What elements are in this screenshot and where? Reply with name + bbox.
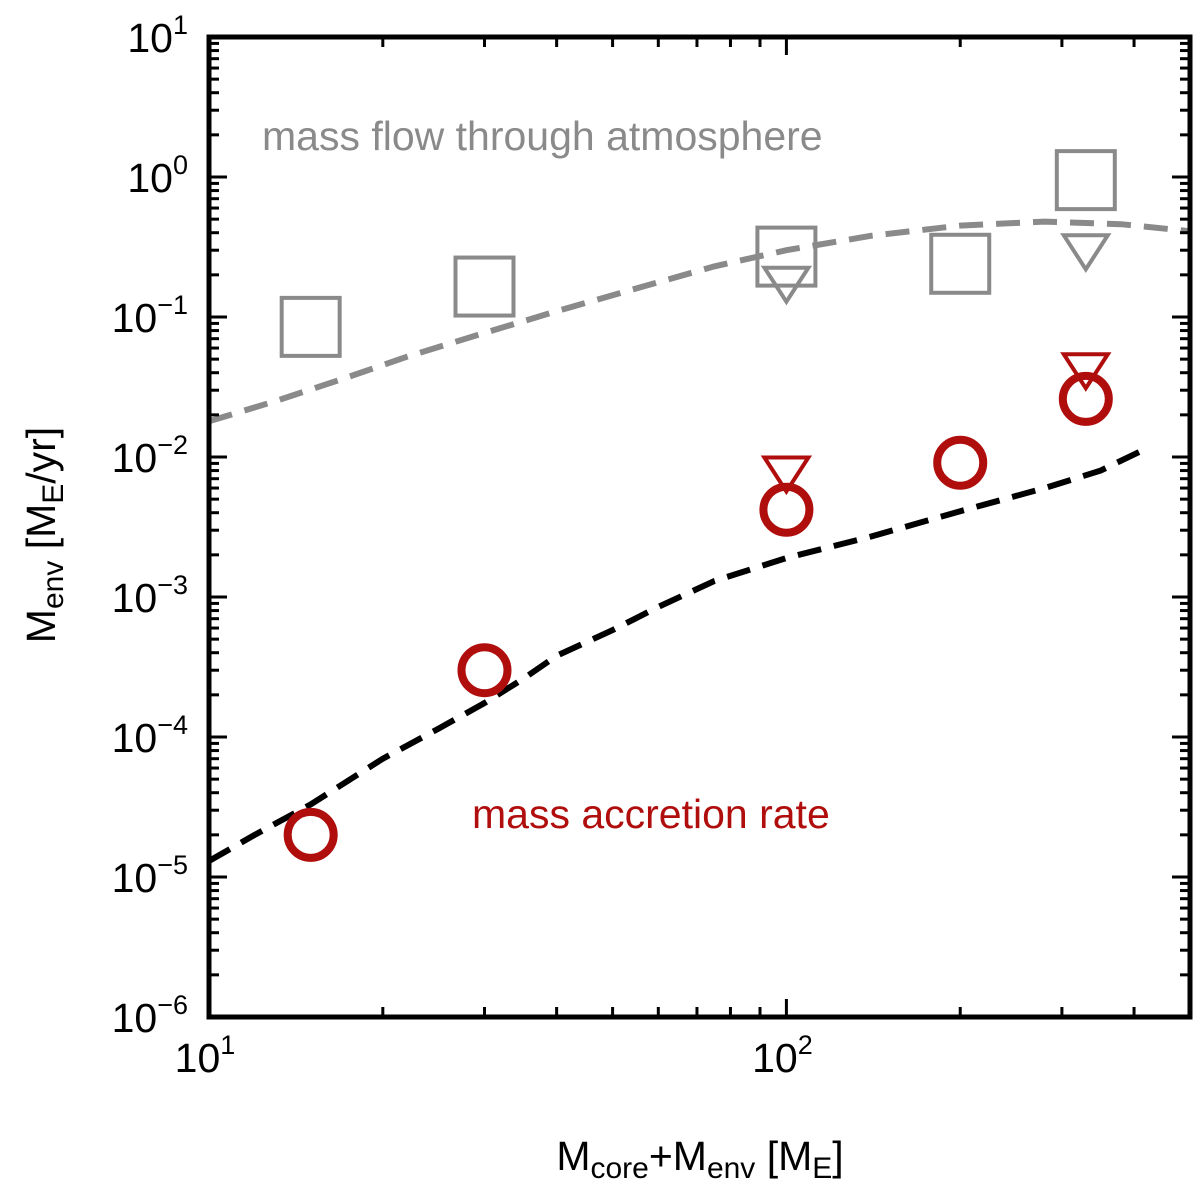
triangle-marker bbox=[760, 265, 813, 306]
triangle-marker bbox=[1060, 233, 1112, 273]
square-marker bbox=[279, 295, 342, 358]
plot-frame bbox=[206, 34, 1193, 1020]
y-tick-label: 101 bbox=[127, 10, 188, 61]
circle-marker bbox=[457, 643, 512, 698]
accretion-annotation: mass accretion rate bbox=[472, 791, 830, 837]
y-tick-label: 10−4 bbox=[112, 710, 188, 761]
tick-labels: 10−6 10−5 10−4 10−3 10−2 10−1 100 101 101 102 bbox=[112, 10, 813, 1081]
y-axis-label: Menv [ME/yr] bbox=[18, 427, 70, 643]
data-markers bbox=[279, 149, 1117, 862]
mass-flow-model-line bbox=[208, 218, 1191, 425]
x-axis-label: Mcore+Menv [ME] bbox=[556, 1133, 843, 1185]
square-marker bbox=[1054, 149, 1117, 212]
triangle-marker bbox=[760, 455, 813, 496]
square-marker bbox=[755, 225, 818, 288]
flow-annotation: mass flow through atmosphere bbox=[262, 113, 823, 159]
circle-marker bbox=[283, 807, 338, 862]
circle-marker bbox=[1058, 371, 1113, 426]
x-tick-label: 102 bbox=[752, 1030, 813, 1081]
circle-marker bbox=[759, 482, 814, 537]
triangle-marker bbox=[1060, 352, 1112, 392]
accretion-model-line bbox=[207, 445, 1148, 864]
y-tick-label: 10−3 bbox=[112, 570, 188, 621]
y-tick-label: 10−5 bbox=[112, 850, 188, 901]
x-tick-label: 101 bbox=[175, 1030, 236, 1081]
axis-ticks bbox=[207, 37, 1192, 1019]
y-tick-label: 10−2 bbox=[112, 430, 188, 481]
square-marker bbox=[453, 255, 516, 318]
square-marker bbox=[929, 232, 992, 295]
circle-marker bbox=[933, 435, 988, 490]
y-tick-label: 10−6 bbox=[112, 990, 188, 1041]
model-curves bbox=[207, 218, 1191, 864]
y-tick-label: 100 bbox=[127, 150, 188, 201]
y-tick-label: 10−1 bbox=[112, 290, 188, 341]
